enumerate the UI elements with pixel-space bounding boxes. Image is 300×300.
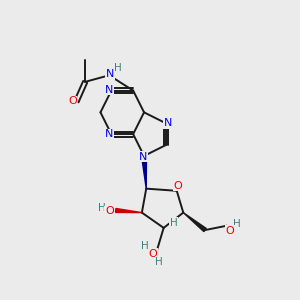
Text: H: H	[141, 241, 149, 251]
Text: H: H	[155, 256, 163, 267]
Polygon shape	[183, 213, 206, 232]
Text: N: N	[106, 69, 114, 79]
Text: N: N	[105, 129, 114, 139]
Text: H: H	[114, 63, 122, 74]
Text: N: N	[105, 85, 114, 94]
Text: H: H	[170, 218, 178, 228]
Text: N: N	[164, 118, 172, 128]
Polygon shape	[142, 156, 146, 189]
Polygon shape	[116, 208, 142, 213]
Text: O: O	[149, 249, 158, 259]
Text: O: O	[68, 97, 77, 106]
Text: H: H	[98, 203, 106, 214]
Text: O: O	[105, 206, 114, 216]
Text: O: O	[226, 226, 234, 236]
Text: O: O	[173, 181, 182, 191]
Text: N: N	[139, 152, 147, 162]
Text: H: H	[233, 219, 241, 229]
